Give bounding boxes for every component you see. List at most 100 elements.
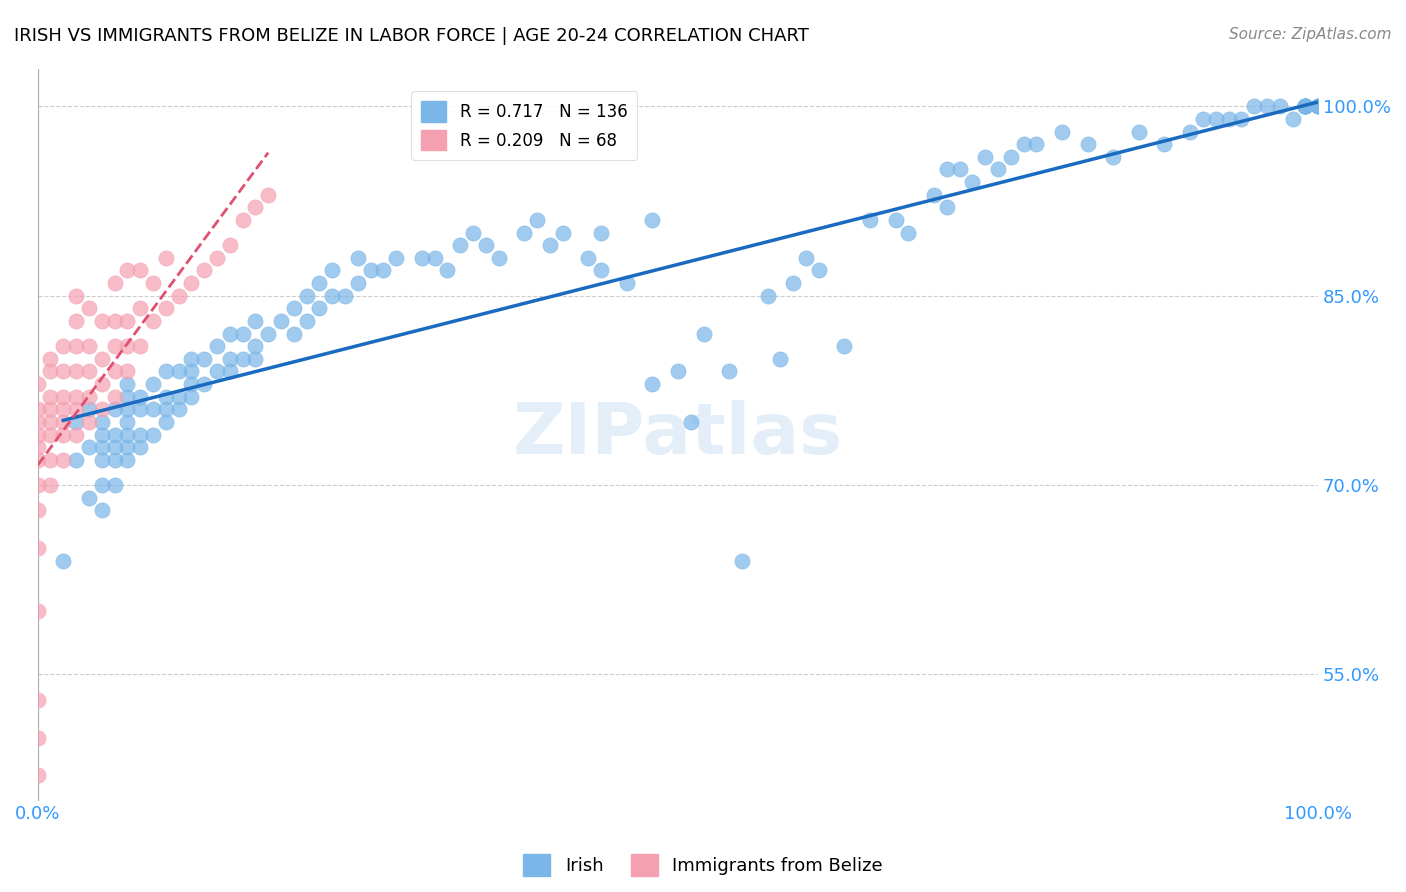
Point <box>103 390 125 404</box>
Point <box>1294 99 1316 113</box>
Text: Source: ZipAtlas.com: Source: ZipAtlas.com <box>1229 27 1392 42</box>
Point <box>39 364 62 378</box>
Point <box>39 351 62 366</box>
Point <box>52 390 75 404</box>
Legend: R = 0.717   N = 136, R = 0.209   N = 68: R = 0.717 N = 136, R = 0.209 N = 68 <box>411 92 637 161</box>
Point <box>641 377 664 392</box>
Point <box>27 503 49 517</box>
Point <box>1256 99 1278 113</box>
Point <box>77 364 100 378</box>
Point <box>77 301 100 316</box>
Point <box>77 402 100 417</box>
Point <box>27 478 49 492</box>
Point <box>65 427 87 442</box>
Point <box>77 491 100 505</box>
Point <box>27 604 49 618</box>
Point <box>77 390 100 404</box>
Point <box>461 226 484 240</box>
Point <box>616 276 638 290</box>
Point <box>245 351 267 366</box>
Point <box>39 415 62 429</box>
Point <box>1308 99 1330 113</box>
Point <box>834 339 856 353</box>
Point <box>245 314 267 328</box>
Point <box>1294 99 1316 113</box>
Point <box>283 326 305 341</box>
Point <box>180 390 202 404</box>
Point <box>155 364 177 378</box>
Point <box>538 238 561 252</box>
Point <box>1178 125 1201 139</box>
Point <box>949 162 972 177</box>
Point <box>475 238 498 252</box>
Point <box>180 377 202 392</box>
Point <box>1230 112 1253 126</box>
Point <box>52 402 75 417</box>
Point <box>65 415 87 429</box>
Point <box>90 427 112 442</box>
Point <box>103 364 125 378</box>
Point <box>257 187 280 202</box>
Point <box>295 289 318 303</box>
Point <box>155 415 177 429</box>
Point <box>718 364 741 378</box>
Legend: Irish, Immigrants from Belize: Irish, Immigrants from Belize <box>515 846 891 885</box>
Point <box>117 263 139 277</box>
Point <box>103 427 125 442</box>
Point <box>27 402 49 417</box>
Point <box>423 251 446 265</box>
Point <box>731 554 754 568</box>
Point <box>65 390 87 404</box>
Point <box>1308 99 1330 113</box>
Point <box>180 364 202 378</box>
Point <box>117 427 139 442</box>
Point <box>129 427 152 442</box>
Point <box>103 314 125 328</box>
Point <box>103 440 125 454</box>
Point <box>436 263 458 277</box>
Point <box>117 440 139 454</box>
Point <box>27 541 49 556</box>
Point <box>142 314 165 328</box>
Point <box>117 402 139 417</box>
Point <box>90 314 112 328</box>
Point <box>142 427 165 442</box>
Point <box>39 452 62 467</box>
Point <box>65 452 87 467</box>
Point <box>859 213 882 227</box>
Point <box>346 251 368 265</box>
Point <box>90 440 112 454</box>
Point <box>142 276 165 290</box>
Point <box>666 364 689 378</box>
Point <box>180 351 202 366</box>
Point <box>232 213 254 227</box>
Point <box>129 301 152 316</box>
Point <box>333 289 356 303</box>
Point <box>1025 137 1047 152</box>
Point <box>360 263 382 277</box>
Point <box>1128 125 1150 139</box>
Point <box>52 339 75 353</box>
Point <box>155 301 177 316</box>
Point <box>245 339 267 353</box>
Point <box>39 390 62 404</box>
Point <box>27 731 49 745</box>
Point <box>1218 112 1240 126</box>
Point <box>117 364 139 378</box>
Point <box>90 402 112 417</box>
Point <box>1308 99 1330 113</box>
Point <box>52 554 75 568</box>
Point <box>167 390 190 404</box>
Point <box>65 339 87 353</box>
Point <box>232 326 254 341</box>
Point <box>922 187 945 202</box>
Point <box>27 768 49 782</box>
Point <box>1012 137 1035 152</box>
Point <box>1281 112 1303 126</box>
Point <box>591 263 613 277</box>
Point <box>117 377 139 392</box>
Point <box>52 452 75 467</box>
Point <box>449 238 471 252</box>
Point <box>103 452 125 467</box>
Point <box>90 415 112 429</box>
